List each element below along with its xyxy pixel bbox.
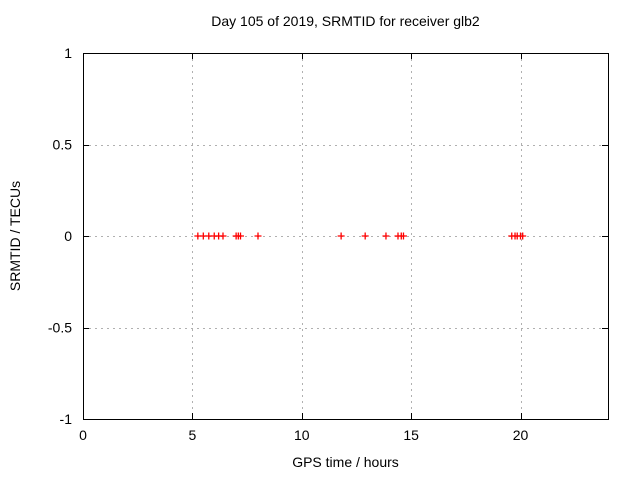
- x-tick-label: 5: [188, 427, 196, 443]
- y-tick-label: -0.5: [48, 320, 72, 336]
- data-point-marker: [519, 232, 527, 240]
- y-tick-label: 1: [64, 45, 72, 61]
- data-point-marker: [337, 232, 345, 240]
- data-point-marker: [219, 232, 227, 240]
- data-point-marker: [382, 232, 390, 240]
- y-tick-label: -1: [60, 411, 73, 427]
- y-tick-label: 0.5: [53, 137, 73, 153]
- chart-title: Day 105 of 2019, SRMTID for receiver glb…: [211, 13, 480, 29]
- x-tick-label: 10: [294, 427, 310, 443]
- x-axis-label: GPS time / hours: [292, 454, 399, 470]
- y-tick-label: 0: [64, 228, 72, 244]
- x-tick-label: 20: [513, 427, 529, 443]
- data-point-marker: [399, 232, 407, 240]
- data-point-marker: [254, 232, 262, 240]
- x-tick-label: 0: [79, 427, 87, 443]
- x-tick-label: 15: [403, 427, 419, 443]
- data-point-marker: [361, 232, 369, 240]
- data-point-marker: [237, 232, 244, 240]
